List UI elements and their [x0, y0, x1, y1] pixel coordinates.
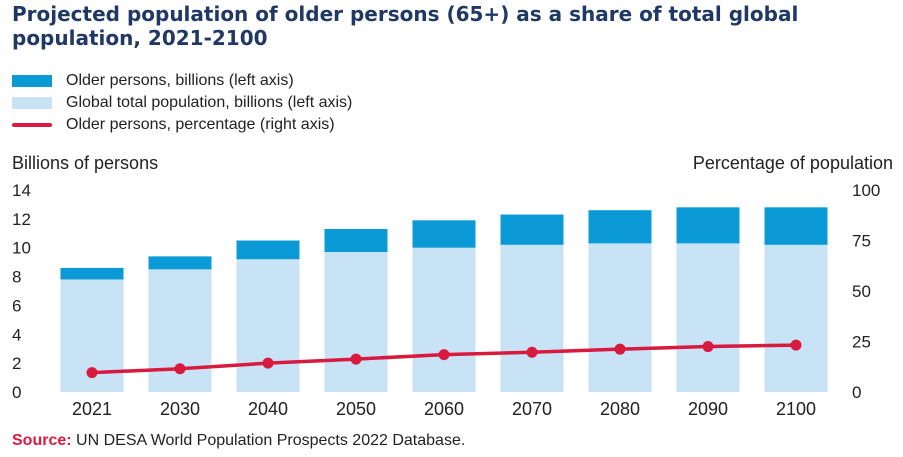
point-older-percentage-2021	[86, 367, 98, 379]
legend-label: Older persons, billions (left axis)	[66, 72, 294, 89]
bar-global-total-2100	[764, 244, 828, 392]
bar-global-total-2070	[500, 244, 564, 392]
point-older-percentage-2060	[438, 349, 450, 361]
y-tick-label: 4	[12, 325, 21, 344]
bar-global-total-2060	[412, 247, 476, 392]
bar-global-total-2080	[588, 243, 652, 392]
y2-tick-label: 0	[852, 383, 861, 402]
bar-older-persons-2090	[676, 207, 740, 244]
bar-older-persons-2030	[148, 256, 212, 270]
legend-item-older-persons: Older persons, billions (left axis)	[12, 70, 352, 92]
x-tick-label: 2030	[160, 399, 200, 419]
y-tick-label: 14	[12, 181, 31, 200]
y2-tick-label: 100	[852, 181, 880, 200]
x-tick-label: 2080	[600, 399, 640, 419]
point-older-percentage-2100	[790, 339, 802, 351]
y-tick-label: 0	[12, 383, 21, 402]
point-older-percentage-2080	[614, 343, 626, 355]
legend-swatch-global-total	[12, 97, 52, 109]
chart-title: Projected population of older persons (6…	[12, 2, 799, 50]
x-tick-label: 2021	[72, 399, 112, 419]
source-note: Source: UN DESA World Population Prospec…	[12, 432, 465, 450]
x-tick-label: 2070	[512, 399, 552, 419]
bar-older-persons-2100	[764, 207, 828, 245]
bar-older-persons-2080	[588, 210, 652, 244]
y-tick-label: 8	[12, 268, 21, 287]
legend-item-older-percentage: Older persons, percentage (right axis)	[12, 114, 352, 136]
bar-older-persons-2050	[324, 228, 388, 253]
x-tick-label: 2060	[424, 399, 464, 419]
legend-label: Global total population, billions (left …	[66, 94, 353, 111]
y-tick-label: 2	[12, 354, 21, 373]
y2-tick-label: 50	[852, 282, 871, 301]
point-older-percentage-2070	[526, 346, 538, 358]
x-tick-label: 2100	[776, 399, 816, 419]
bar-global-total-2050	[324, 252, 388, 392]
bar-older-persons-2040	[236, 240, 300, 260]
legend-label: Older persons, percentage (right axis)	[66, 116, 335, 133]
point-older-percentage-2040	[262, 357, 274, 369]
x-tick-label: 2050	[336, 399, 376, 419]
source-label: Source:	[12, 432, 72, 449]
legend-item-global-total: Global total population, billions (left …	[12, 92, 352, 114]
legend-swatch-older-persons	[12, 75, 52, 87]
y2-tick-label: 75	[852, 232, 871, 251]
bar-global-total-2090	[676, 243, 740, 392]
y-tick-label: 10	[12, 239, 31, 258]
bar-older-persons-2021	[60, 267, 124, 280]
bar-older-persons-2070	[500, 214, 564, 245]
source-text: UN DESA World Population Prospects 2022 …	[76, 432, 466, 449]
point-older-percentage-2050	[350, 353, 362, 365]
x-tick-label: 2040	[248, 399, 288, 419]
point-older-percentage-2090	[702, 341, 714, 353]
y2-tick-label: 25	[852, 333, 871, 352]
y-axis-title: Billions of persons	[12, 153, 158, 173]
legend-swatch-older-percentage	[12, 123, 52, 127]
point-older-percentage-2030	[174, 363, 186, 375]
bar-older-persons-2060	[412, 220, 476, 248]
y-tick-label: 12	[12, 210, 31, 229]
x-tick-label: 2090	[688, 399, 728, 419]
legend: Older persons, billions (left axis) Glob…	[12, 70, 352, 136]
bar-global-total-2040	[236, 259, 300, 392]
y-tick-label: 6	[12, 296, 21, 315]
y2-axis-title: Percentage of population	[693, 153, 893, 173]
